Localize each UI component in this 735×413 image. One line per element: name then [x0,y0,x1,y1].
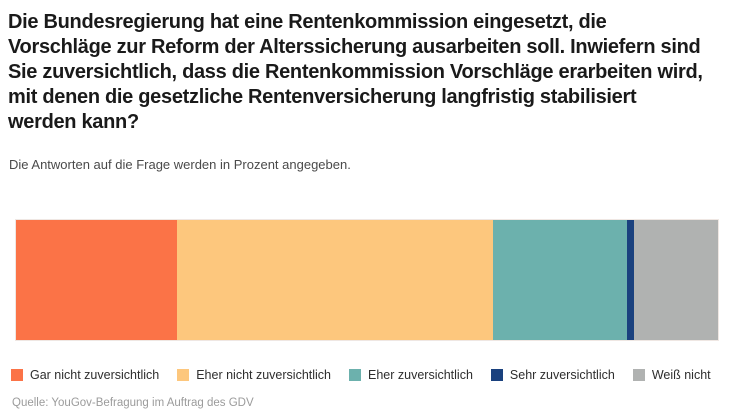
legend-label: Gar nicht zuversichtlich [30,368,160,382]
legend-item-5: Weiß nicht [632,368,711,382]
legend-item-2: Eher nicht zuversichtlich [177,368,331,382]
chart-title: Die Bundesregierung hat eine Rentenkommi… [8,11,703,133]
legend-swatch-icon [490,369,503,381]
legend: Gar nicht zuversichtlich Eher nicht zuver… [11,368,723,382]
legend-item-1: Gar nicht zuversichtlich [11,368,159,382]
bar-segment-3 [493,220,627,340]
bar-segment-5 [633,220,718,340]
legend-label: Sehr zuversichtlich [509,368,615,382]
stacked-bar [15,219,719,341]
legend-item-3: Eher zuversichtlich [349,368,473,382]
bar-segment-4 [626,220,634,340]
legend-label: Eher nicht zuversichtlich [196,368,331,382]
legend-swatch-icon [349,369,361,381]
legend-label: Eher zuversichtlich [368,368,473,382]
legend-swatch-icon [11,369,23,381]
legend-label: Weiß nicht [651,368,711,382]
legend-swatch-icon [177,369,190,381]
legend-swatch-icon [632,369,645,381]
chart-subtitle: Die Antworten auf die Frage werden in Pr… [9,157,351,172]
bar-segment-1 [16,220,178,340]
legend-item-4: Sehr zuversichtlich [490,368,615,382]
bar-segment-2 [177,220,494,340]
source-note: Quelle: YouGov-Befragung im Auftrag des … [12,397,254,409]
